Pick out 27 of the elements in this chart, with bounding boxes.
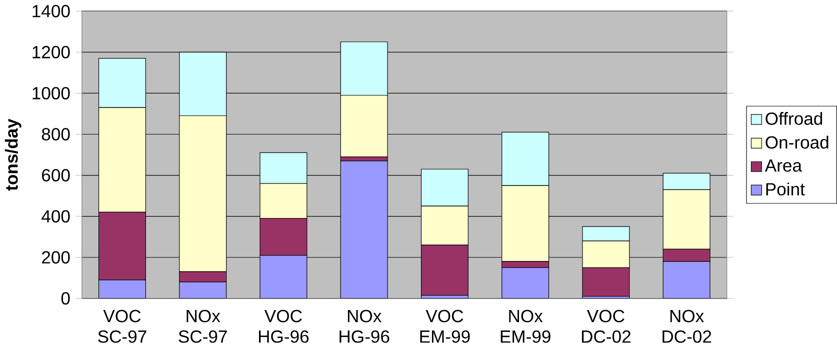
legend-label: Offroad	[766, 112, 822, 126]
legend-label: On-road	[766, 136, 828, 149]
x-tick-label: VOC SC-97	[98, 310, 146, 343]
x-tick-label: NOx EM-99	[500, 310, 550, 343]
bar	[502, 267, 550, 299]
bar	[98, 280, 146, 299]
x-tick-label: NOx DC-02	[662, 310, 712, 343]
y-tick-label: 1200	[32, 46, 70, 59]
y-tick-label: 800	[42, 128, 70, 141]
bar	[340, 160, 388, 299]
legend-label: Area	[764, 160, 802, 172]
x-tick-label: VOC HG-96	[259, 310, 309, 343]
y-tick-label: 1000	[32, 87, 70, 100]
bar	[260, 255, 308, 299]
y-tick-label: 200	[42, 251, 70, 264]
y-tick-label: 0	[61, 292, 70, 305]
bar	[179, 282, 227, 299]
bar	[662, 261, 710, 299]
x-tick-label: NOx SC-97	[178, 310, 227, 343]
x-tick-label: VOC EM-99	[420, 310, 470, 343]
x-tick-label: VOC DC-02	[582, 310, 630, 343]
legend-label: Point	[766, 182, 805, 196]
y-tick-label: 600	[42, 169, 70, 182]
y-axis-title: tons/day	[4, 118, 22, 191]
y-tick-label: 400	[42, 210, 70, 223]
y-tick-label: 1400	[32, 5, 70, 18]
x-tick-label: NOx HG-96	[340, 310, 390, 343]
